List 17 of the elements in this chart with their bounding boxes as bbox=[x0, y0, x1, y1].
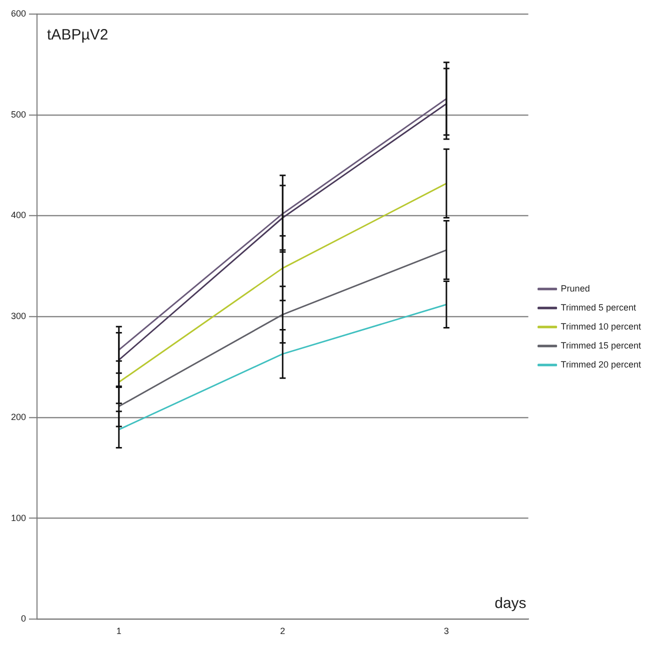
x-tick-label: 2 bbox=[280, 626, 286, 636]
y-tick-label: 100 bbox=[10, 512, 26, 523]
legend-label: Trimmed 10 percent bbox=[560, 321, 642, 332]
legend-label: Trimmed 15 percent bbox=[560, 340, 642, 350]
legend-label: Trimmed 5 percent bbox=[560, 302, 636, 312]
y-tick-label: 200 bbox=[10, 412, 26, 422]
y-axis-title: tABPµV2 bbox=[47, 26, 108, 44]
y-tick-label: 0 bbox=[21, 614, 26, 624]
x-tick-label: 3 bbox=[444, 626, 449, 636]
y-tick-label: 600 bbox=[10, 8, 26, 18]
y-tick-label: 400 bbox=[10, 210, 26, 220]
legend-label: Trimmed 20 percent bbox=[560, 359, 642, 370]
legend-label: Pruned bbox=[560, 283, 590, 294]
y-tick-label: 500 bbox=[10, 109, 26, 120]
x-axis-title: days bbox=[494, 594, 526, 612]
x-tick-label: 1 bbox=[116, 626, 122, 636]
y-tick-label: 300 bbox=[10, 311, 26, 322]
